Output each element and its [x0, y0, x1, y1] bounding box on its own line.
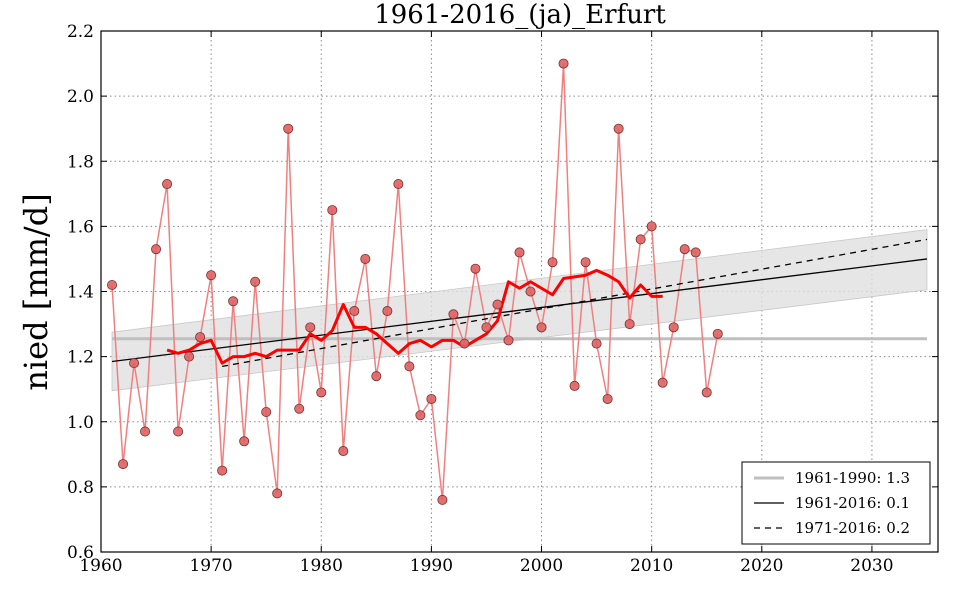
- x-tick-label: 1970: [189, 556, 232, 576]
- y-tick-label: 0.8: [67, 478, 94, 498]
- data-point: [712, 328, 723, 339]
- data-point: [547, 257, 558, 268]
- data-point: [569, 380, 580, 391]
- data-point: [173, 426, 184, 437]
- data-point: [129, 358, 140, 369]
- data-point: [107, 279, 118, 290]
- data-point: [525, 286, 536, 297]
- data-point: [404, 361, 415, 372]
- data-point: [701, 387, 712, 398]
- data-point: [558, 58, 569, 69]
- x-tick-label: 2010: [630, 556, 673, 576]
- data-point: [690, 247, 701, 258]
- legend-label: 1961-1990: 1.3: [795, 469, 910, 487]
- y-tick-label: 0.6: [67, 543, 94, 563]
- data-point: [162, 179, 173, 190]
- data-point: [470, 263, 481, 274]
- plot-area: 1960 1970 1980 1990 2000 2010 2020 2030 0.6 0.8 1.…: [67, 22, 939, 576]
- data-point: [316, 387, 327, 398]
- data-point: [514, 247, 525, 258]
- y-tick-label: 1.8: [67, 152, 94, 172]
- data-point: [382, 306, 393, 317]
- data-point: [360, 253, 371, 264]
- data-point: [261, 406, 272, 417]
- y-tick-label: 1.4: [67, 283, 94, 303]
- data-point: [151, 244, 162, 255]
- data-point: [140, 426, 151, 437]
- data-point: [591, 338, 602, 349]
- data-point: [635, 234, 646, 245]
- x-tick-label: 2030: [850, 556, 893, 576]
- chart-title: 1961-2016_(ja)_Erfurt: [374, 0, 666, 30]
- data-point: [459, 338, 470, 349]
- data-point: [371, 371, 382, 382]
- data-point: [602, 393, 613, 404]
- y-tick-label: 2.0: [67, 87, 94, 107]
- moving-average-line: [166, 268, 663, 365]
- data-point: [206, 270, 217, 281]
- data-point: [184, 351, 195, 362]
- data-point: [338, 446, 349, 457]
- data-point: [272, 488, 283, 499]
- annual-series-line: [111, 63, 719, 500]
- data-point: [679, 244, 690, 255]
- data-point: [503, 335, 514, 346]
- data-point: [492, 299, 503, 310]
- data-point: [481, 322, 492, 333]
- data-point: [668, 322, 679, 333]
- y-tick-label: 1.0: [67, 413, 94, 433]
- x-tick-label: 1960: [79, 556, 122, 576]
- trend-line-1961-2016: [111, 258, 928, 363]
- data-point: [624, 319, 635, 330]
- data-point: [448, 309, 459, 320]
- y-tick-label: 1.2: [67, 348, 94, 368]
- data-point: [305, 322, 316, 333]
- data-point: [349, 306, 360, 317]
- y-tick-label: 1.6: [67, 217, 94, 237]
- data-point: [283, 123, 294, 134]
- data-point: [217, 465, 228, 476]
- x-tick-label: 1990: [410, 556, 453, 576]
- data-point: [580, 257, 591, 268]
- data-point: [646, 221, 657, 232]
- trend-line-1971-2016: [222, 238, 928, 368]
- data-point: [327, 205, 338, 216]
- legend-label: 1961-2016: 0.1: [795, 494, 910, 512]
- data-point: [613, 123, 624, 134]
- data-point: [118, 459, 129, 470]
- data-point: [195, 332, 206, 343]
- y-axis-label: nied [mm/d]: [17, 193, 55, 390]
- data-point: [426, 393, 437, 404]
- data-point: [228, 296, 239, 307]
- x-tick-label: 2000: [520, 556, 563, 576]
- x-tick-label: 2020: [740, 556, 783, 576]
- data-point: [536, 322, 547, 333]
- legend-label: 1971-2016: 0.2: [795, 519, 910, 537]
- x-tick-label: 1980: [300, 556, 343, 576]
- data-point: [657, 377, 668, 388]
- y-tick-label: 2.2: [67, 22, 94, 42]
- data-point: [250, 276, 261, 287]
- data-point: [393, 179, 404, 190]
- data-point: [239, 436, 250, 447]
- data-point: [294, 403, 305, 414]
- data-point: [415, 410, 426, 421]
- data-point: [437, 494, 448, 505]
